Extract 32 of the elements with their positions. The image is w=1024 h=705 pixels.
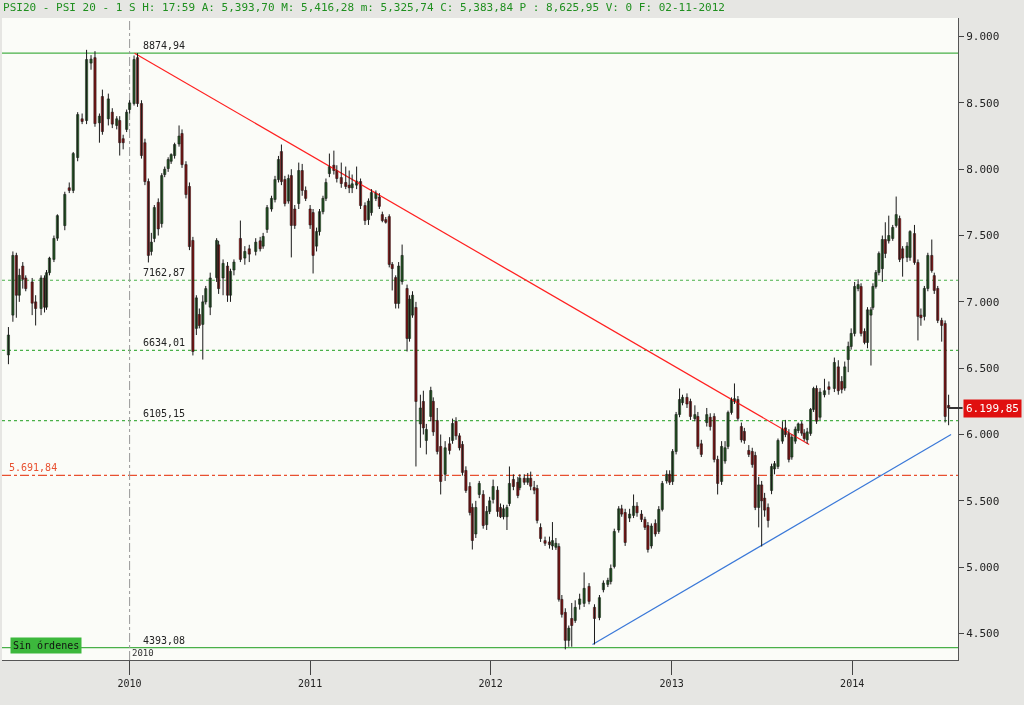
annotation: 6.199,85 [966,402,1019,415]
candlestick [609,564,613,585]
y-tick-label: 4.500 [966,627,1000,641]
ref-line-label: 4393,08 [143,635,186,646]
x-tick-label: 2013 [659,678,684,689]
annotation: Sin órdenes [13,640,80,651]
candlestick [570,602,574,648]
candlestick [623,508,627,547]
x-tick-label: 2012 [478,678,503,689]
candlestick [166,156,170,173]
x-tick-label: 2010 [117,678,142,689]
y-tick-label: 7.500 [966,229,1000,243]
candlestick [63,191,67,231]
y-tick-label: 6.500 [966,362,1000,376]
y-tick-label: 6.000 [966,428,1000,442]
ref-line-label: 6105,15 [143,408,186,419]
y-tick-label: 8.500 [966,96,1000,110]
candlestick [350,174,354,194]
ref-line-label: 7162,87 [143,267,186,278]
y-tick-label: 9.000 [966,30,1000,44]
ref-line-label: 8874,94 [143,40,186,51]
y-tick-label: 5.500 [966,494,1000,508]
ref-line-label: 5.691,84 [9,462,58,473]
y-tick-label: 7.000 [966,295,1000,309]
chart-title: PSI20 - PSI 20 - 1 S H: 17:59 A: 5,393,70 M: 5,416,28 m: 5,325,74 C: 5,383,84 P : 8,625,95 V: 0 F: 02-11-2012 [3,1,725,15]
ref-line-label: 2010 [132,648,154,658]
x-tick-label: 2011 [298,678,323,689]
y-tick-label: 5.000 [966,561,1000,574]
candlestick [208,272,212,316]
y-tick-label: 8.000 [966,163,1000,177]
x-tick-label: 2014 [840,678,865,689]
ref-line-label: 6634,01 [143,337,186,348]
